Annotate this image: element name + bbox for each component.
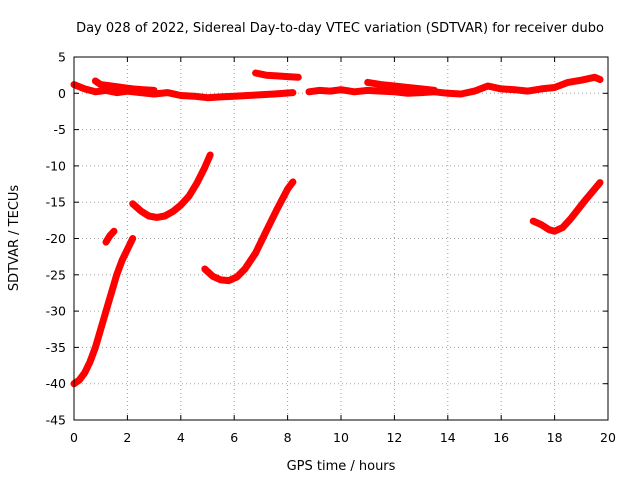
chart-title: Day 028 of 2022, Sidereal Day-to-day VTE… — [76, 21, 604, 36]
series-line-10 — [529, 179, 604, 235]
x-tick-label: 16 — [493, 430, 509, 445]
grid — [74, 57, 608, 420]
tick-labels: 0 2 4 6 8 10 12 14 16 18 20 -45 -40 -35 -30 -25 -20 -15 -1… — [46, 50, 616, 446]
x-tick-label: 20 — [600, 430, 616, 445]
series-line-6 — [70, 235, 137, 388]
series-line-8 — [129, 151, 214, 221]
y-tick-label: -35 — [46, 340, 66, 355]
y-tick-label: -45 — [46, 413, 66, 428]
series-line-4 — [305, 73, 604, 98]
x-tick-label: 14 — [440, 430, 456, 445]
y-tick-label: -30 — [46, 304, 66, 319]
series-line-3 — [252, 69, 302, 81]
x-tick-label: 2 — [123, 430, 131, 445]
series-line-2 — [91, 77, 158, 94]
series-line-1 — [70, 81, 297, 102]
series-line-5 — [364, 78, 438, 94]
x-tick-label: 8 — [284, 430, 292, 445]
series-line-9 — [201, 178, 297, 285]
y-tick-label: 0 — [58, 86, 66, 101]
y-tick-label: -15 — [46, 195, 66, 210]
series-group — [70, 69, 604, 388]
series-line-7 — [102, 227, 118, 246]
x-tick-label: 18 — [547, 430, 563, 445]
x-tick-label: 10 — [333, 430, 349, 445]
y-tick-label: -40 — [46, 376, 66, 391]
x-tick-label: 12 — [386, 430, 402, 445]
y-tick-label: -25 — [46, 267, 66, 282]
y-tick-label: -20 — [46, 231, 66, 246]
x-axis-label: GPS time / hours — [287, 459, 396, 474]
y-tick-label: -5 — [54, 122, 66, 137]
x-tick-label: 0 — [70, 430, 78, 445]
x-tick-label: 4 — [177, 430, 185, 445]
plot-frame — [73, 56, 609, 421]
x-tick-label: 6 — [230, 430, 238, 445]
y-tick-label: -10 — [46, 158, 66, 173]
ticks — [73, 56, 609, 421]
y-axis-label: SDTVAR / TECUs — [7, 185, 22, 292]
y-tick-label: 5 — [58, 50, 66, 65]
